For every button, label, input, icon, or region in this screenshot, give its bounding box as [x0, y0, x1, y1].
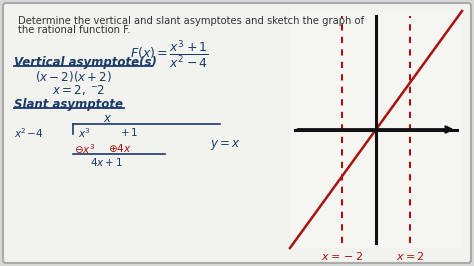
Text: $\ominus x^3$: $\ominus x^3$: [74, 142, 95, 156]
Text: $+\,1$: $+\,1$: [120, 126, 138, 138]
Text: Slant asymptote: Slant asymptote: [14, 98, 123, 111]
Text: $x = 2, \;^{-\!}2$: $x = 2, \;^{-\!}2$: [52, 83, 105, 97]
Bar: [290, 11, 462, 248]
Text: $(x-2)(x+2)$: $(x-2)(x+2)$: [35, 69, 112, 84]
Text: $x=-2$: $x=-2$: [320, 250, 363, 262]
Text: $x^2\!-\!4$: $x^2\!-\!4$: [14, 126, 43, 140]
Text: $F(x) = \dfrac{x^3+1}{x^2-4}$: $F(x) = \dfrac{x^3+1}{x^2-4}$: [130, 38, 209, 70]
Text: $x$: $x$: [103, 112, 112, 125]
Text: $x=2$: $x=2$: [396, 250, 425, 262]
Text: $x^3$: $x^3$: [78, 126, 91, 140]
Text: the rational function F.: the rational function F.: [18, 25, 130, 35]
Text: $\oplus 4x$: $\oplus 4x$: [108, 142, 131, 154]
Text: $y=x$: $y=x$: [210, 138, 241, 152]
Text: $4x + 1$: $4x + 1$: [90, 156, 123, 168]
Text: Vertical asymptote(s): Vertical asymptote(s): [14, 56, 157, 69]
FancyBboxPatch shape: [3, 3, 471, 263]
Text: Determine the vertical and slant asymptotes and sketch the graph of: Determine the vertical and slant asympto…: [18, 16, 364, 26]
